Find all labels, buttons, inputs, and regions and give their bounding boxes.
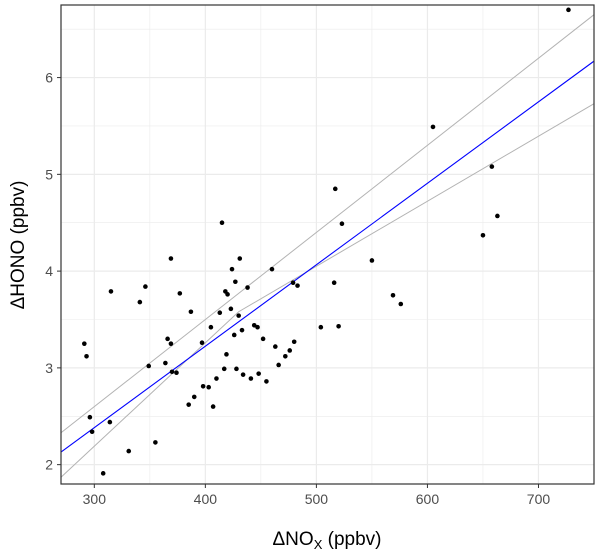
data-point <box>236 313 241 318</box>
data-point <box>228 306 234 312</box>
confidence-band-upper-line <box>60 14 595 434</box>
y-axis-title: ΔHONO (ppbv) <box>8 181 29 310</box>
data-point <box>168 341 174 346</box>
data-point <box>287 348 293 353</box>
data-points <box>82 7 571 476</box>
data-point <box>225 292 230 297</box>
data-point <box>398 301 404 307</box>
data-point <box>233 279 238 285</box>
data-point <box>169 369 175 375</box>
data-point <box>283 353 288 359</box>
data-point <box>199 340 205 346</box>
data-point <box>248 376 254 381</box>
data-point <box>200 383 206 389</box>
y-tick-label: 5 <box>45 166 53 182</box>
data-point <box>191 394 197 400</box>
data-point <box>219 220 225 226</box>
y-tick-label: 6 <box>45 70 53 86</box>
data-point <box>229 266 235 272</box>
data-point <box>290 280 296 286</box>
data-point <box>231 332 237 338</box>
data-point <box>137 299 143 305</box>
data-point <box>146 363 152 369</box>
data-point <box>332 186 338 192</box>
x-tick-label: 300 <box>83 491 107 507</box>
data-point <box>217 310 223 316</box>
data-point <box>489 164 495 169</box>
data-point <box>239 327 245 333</box>
data-point <box>256 371 261 376</box>
data-point <box>260 336 266 342</box>
data-point <box>206 384 211 390</box>
grid-lines <box>61 5 595 484</box>
data-point <box>186 402 191 407</box>
data-point <box>108 289 114 294</box>
data-point <box>188 309 194 315</box>
data-point <box>264 379 269 384</box>
data-point <box>430 124 436 130</box>
x-tick-label: 700 <box>527 491 551 507</box>
x-axis-ticks: 300 400 500 600 700 <box>83 484 551 507</box>
y-tick-label: 4 <box>45 263 53 279</box>
data-point <box>251 323 257 328</box>
data-point <box>87 414 93 420</box>
data-point <box>143 284 148 289</box>
confidence-band-lower-line <box>60 103 595 478</box>
data-point <box>168 256 174 261</box>
x-axis-title: ΔNOX (ppbv) <box>272 529 381 552</box>
data-point <box>390 293 396 298</box>
x-axis-title-main: ΔNO <box>272 529 313 550</box>
data-point <box>208 324 214 330</box>
data-point <box>566 7 571 13</box>
data-point <box>369 258 375 263</box>
data-point <box>480 233 486 238</box>
data-point <box>255 324 260 330</box>
data-point <box>240 372 246 377</box>
data-point <box>126 448 132 454</box>
x-tick-label: 600 <box>416 491 440 507</box>
data-point <box>89 429 95 435</box>
data-point <box>237 256 243 261</box>
data-point <box>224 352 229 357</box>
data-point <box>245 285 250 290</box>
x-axis-title-subscript: X <box>314 537 323 552</box>
data-point <box>174 370 179 376</box>
data-point <box>210 404 216 409</box>
data-point <box>336 323 341 329</box>
data-point <box>276 362 281 368</box>
data-point <box>163 360 168 366</box>
x-axis-title-unit: (ppbv) <box>322 529 381 550</box>
data-point <box>273 344 278 349</box>
data-point <box>269 266 275 272</box>
plot-panel-border <box>60 4 595 485</box>
regression-line <box>60 60 595 453</box>
y-tick-label: 2 <box>45 457 53 473</box>
regression-line-group <box>60 60 595 453</box>
data-point <box>84 353 89 359</box>
data-point <box>165 336 170 342</box>
data-point <box>153 440 158 445</box>
confidence-band-lines <box>60 14 595 478</box>
y-tick-label: 3 <box>45 360 53 376</box>
data-point <box>177 291 183 296</box>
data-point <box>295 283 300 288</box>
data-point <box>339 221 345 226</box>
data-point <box>107 419 113 425</box>
y-axis-ticks: 2 3 4 5 6 <box>45 70 61 473</box>
data-point <box>234 366 239 372</box>
data-point <box>495 213 500 219</box>
data-point <box>214 376 219 381</box>
data-point <box>318 324 324 330</box>
data-point <box>82 341 87 346</box>
x-tick-label: 400 <box>194 491 218 507</box>
data-point <box>331 280 337 286</box>
data-point <box>100 471 106 476</box>
data-point <box>221 366 227 372</box>
x-tick-label: 500 <box>305 491 329 507</box>
data-point <box>291 339 297 345</box>
